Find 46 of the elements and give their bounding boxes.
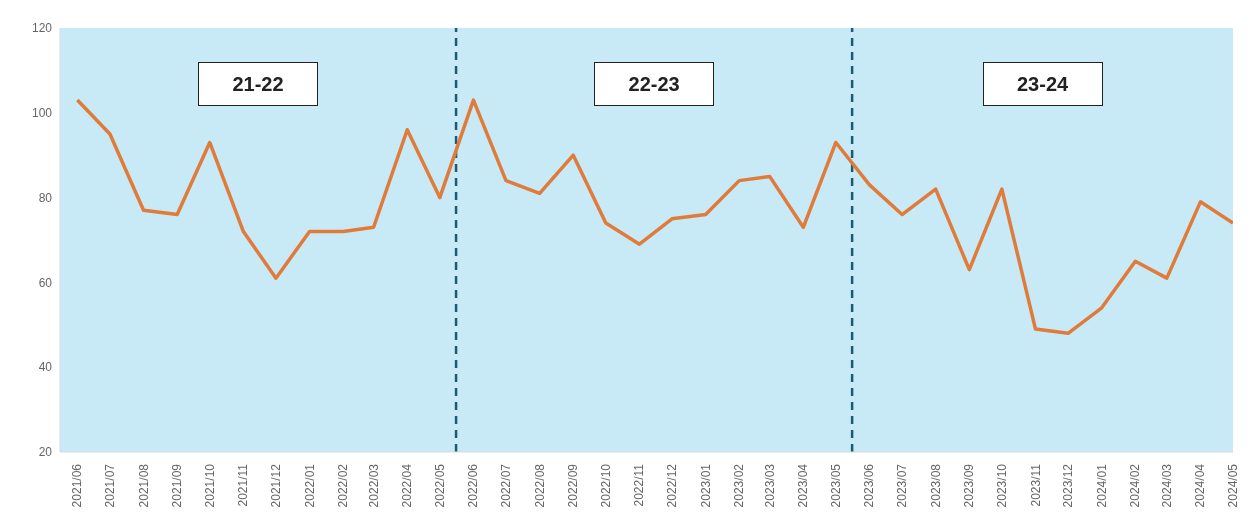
x-tick-label: 2023/09: [962, 463, 977, 508]
annotation: 23-24: [1016, 72, 1069, 96]
y-tick-label: 40: [38, 360, 53, 375]
x-tick-label: 2023/12: [1061, 463, 1076, 508]
x-tick-label: 2021/08: [136, 463, 151, 508]
x-tick-label: 2024/05: [1226, 463, 1240, 508]
y-tick-label: 20: [38, 445, 53, 460]
x-tick-label: 2023/03: [762, 463, 777, 508]
x-tick-label: 2024/03: [1159, 463, 1174, 508]
x-tick-label: 2024/02: [1128, 463, 1143, 508]
x-tick-label: 2022/12: [665, 463, 679, 508]
x-tick-label: 2022/10: [598, 463, 613, 508]
x-tick-label: 2023/02: [732, 463, 747, 508]
y-tick-label: 100: [31, 106, 53, 121]
x-tick-label: 2023/11: [1028, 463, 1043, 507]
x-tick-label: 2022/01: [302, 463, 317, 508]
y-tick-label: 60: [38, 275, 53, 290]
x-tick-label: 2021/12: [268, 463, 283, 508]
line-series: [75, 98, 1233, 336]
x-tick-label: 2024/04: [1193, 463, 1208, 508]
x-tick-label: 2021/09: [170, 463, 185, 508]
x-tick-label: 2022/03: [366, 463, 381, 508]
x-tick-label: 2021/07: [102, 463, 117, 508]
x-tick-label: 2021/11: [236, 463, 251, 507]
x-tick-label: 2022/05: [432, 463, 447, 508]
x-tick-label: 2022/08: [532, 463, 547, 508]
x-tick-label: 2021/10: [202, 463, 217, 508]
y-tick-label: 120: [31, 21, 53, 36]
x-tick-label: 2023/07: [895, 463, 910, 508]
annotation: 21-22: [232, 72, 284, 96]
x-tick-label: 2023/01: [698, 463, 713, 508]
x-tick-label: 2022/06: [466, 463, 481, 508]
x-tick-label: 2022/09: [566, 463, 581, 508]
x-tick-label: 2023/04: [796, 463, 811, 508]
x-tick-label: 2021/06: [70, 463, 85, 508]
annotation: 22-23: [628, 72, 680, 96]
x-tick-label: 2024/01: [1094, 463, 1109, 508]
x-tick-label: 2023/10: [994, 463, 1009, 508]
x-tick-label: 2022/11: [632, 463, 647, 507]
x-tick-label: 2022/07: [498, 463, 513, 508]
x-tick-label: 2022/02: [336, 463, 351, 508]
x-tick-label: 2023/08: [928, 463, 943, 508]
x-tick-label: 2023/05: [828, 463, 843, 508]
x-tick-label: 2023/06: [862, 463, 877, 508]
x-tick-label: 2022/04: [400, 463, 415, 508]
y-tick-label: 80: [38, 190, 53, 205]
